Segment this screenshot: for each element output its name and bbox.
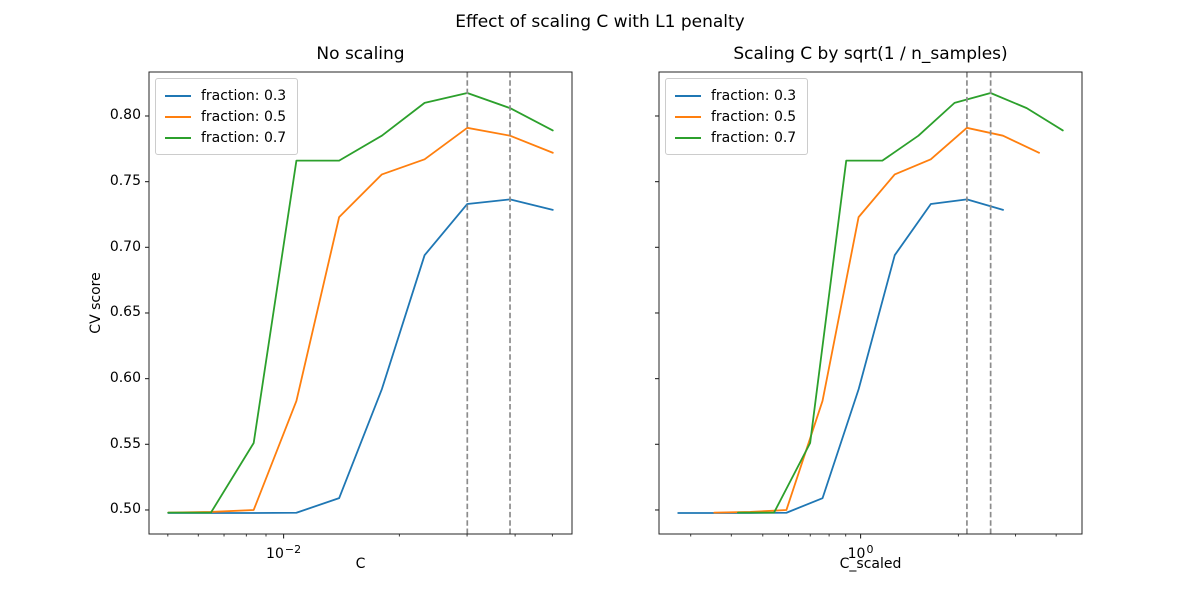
legend-entry: fraction: 0.7	[675, 127, 796, 148]
legend-entry: fraction: 0.5	[165, 106, 286, 127]
left-plot-x-tick-label: 10−2	[266, 543, 302, 562]
left-plot-legend: fraction: 0.3 fraction: 0.5 fraction: 0.7	[155, 78, 299, 155]
legend-entry: fraction: 0.3	[165, 85, 286, 106]
y-tick-label: 0.70	[109, 238, 141, 255]
right-plot-frame	[658, 71, 1083, 535]
left-plot-frame	[148, 71, 573, 535]
y-tick-label: 0.65	[109, 304, 141, 321]
legend-entry-label: fraction: 0.5	[711, 108, 797, 125]
legend-line-sample	[675, 94, 701, 97]
legend-entry-label: fraction: 0.3	[201, 87, 287, 104]
legend-line-sample	[165, 94, 191, 97]
left-plot-line-0.7	[167, 92, 554, 514]
right-plot-legend: fraction: 0.3 fraction: 0.5 fraction: 0.7	[665, 78, 809, 155]
legend-entry: fraction: 0.7	[165, 127, 286, 148]
legend-entry-label: fraction: 0.7	[711, 129, 797, 146]
right-plot-title: Scaling C by sqrt(1 / n_samples)	[733, 44, 1008, 64]
legend-entry-label: fraction: 0.7	[201, 129, 287, 146]
left-plot-xlabel: C	[355, 556, 366, 572]
right-plot-line-0.7	[737, 92, 1064, 514]
legend-line-sample	[165, 136, 191, 139]
right-plot-xlabel: C_scaled	[839, 556, 902, 572]
right-plot-x-tick-label: 100	[847, 543, 874, 562]
left-plot-line-0.3	[167, 198, 554, 514]
legend-entry-label: fraction: 0.3	[711, 87, 797, 104]
right-plot-line-0.3	[677, 198, 1004, 514]
right-plot-line-0.5	[713, 126, 1040, 514]
y-tick-label: 0.75	[109, 173, 141, 190]
y-tick-label: 0.50	[109, 501, 141, 518]
y-tick-label: 0.80	[109, 107, 141, 124]
legend-entry: fraction: 0.3	[675, 85, 796, 106]
legend-entry: fraction: 0.5	[675, 106, 796, 127]
left-plot-line-0.5	[167, 126, 554, 514]
y-tick-label: 0.55	[109, 435, 141, 452]
legend-entry-label: fraction: 0.5	[201, 108, 287, 125]
legend-line-sample	[165, 115, 191, 118]
y-tick-label: 0.60	[109, 370, 141, 387]
left-plot-title: No scaling	[316, 44, 405, 64]
y-axis-label: CV score	[88, 272, 104, 334]
legend-line-sample	[675, 115, 701, 118]
figure-suptitle: Effect of scaling C with L1 penalty	[455, 12, 745, 32]
legend-line-sample	[675, 136, 701, 139]
